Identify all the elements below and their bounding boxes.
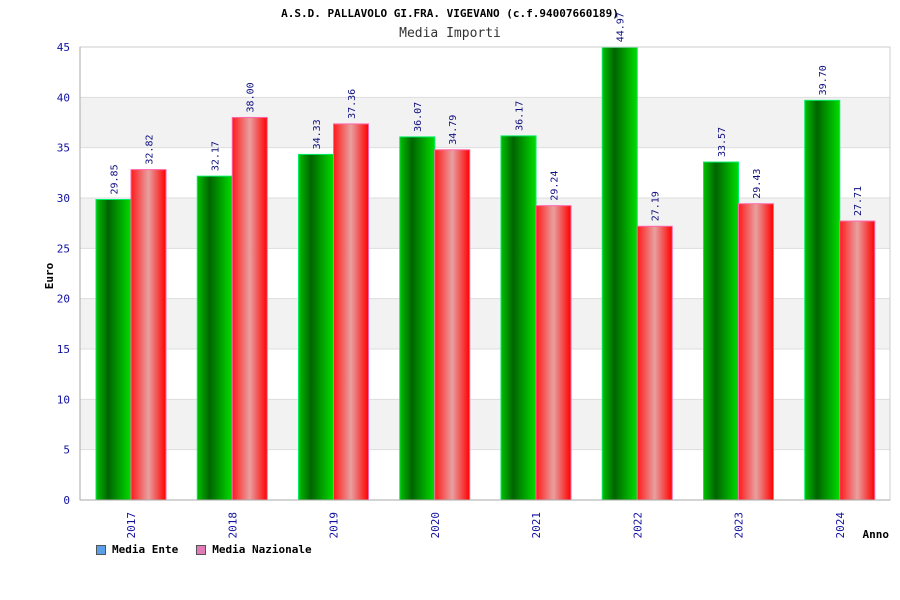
data-label: 37.36 [347,89,358,119]
legend-item-media-nazionale: Media Nazionale [196,543,312,556]
bar-media-ente-2022 [601,46,638,501]
data-label: 36.07 [413,102,424,132]
data-label: 27.19 [651,191,662,221]
y-tick-label: 40 [57,91,70,104]
data-label: 33.57 [717,127,728,157]
legend-swatch-media-ente [96,544,106,555]
chart-title: A.S.D. PALLAVOLO GI.FRA. VIGEVANO (c.f.9… [281,7,619,20]
axes: 0 5 10 15 20 25 30 35 40 45 2017 2018 2019 2020 2021 20… [57,41,891,539]
bar-media-nazionale-2018 [231,116,268,501]
bar-media-ente-2024 [804,99,841,501]
bar-media-nazionale-2022 [636,225,673,501]
x-axis-label: Anno [863,528,890,541]
y-tick-label: 20 [57,293,70,306]
y-tick-label: 30 [57,192,70,205]
data-label: 29.24 [550,171,561,201]
x-tick-label: 2019 [328,512,341,539]
grid-band [80,97,890,148]
y-tick-label: 10 [57,393,70,406]
data-label: 39.70 [818,65,829,95]
data-label: 34.33 [312,119,323,149]
chart-subtitle: Media Importi [399,26,501,41]
y-tick-label: 5 [63,444,70,457]
data-label: 29.43 [752,169,763,199]
bar-media-ente-2020 [399,136,436,501]
legend-swatch-media-nazionale [196,544,207,555]
grid-band [80,47,890,98]
bar-media-nazionale-2019 [333,123,369,501]
x-tick-label: 2022 [631,512,644,539]
bar-media-ente-2017 [95,199,132,501]
y-tick-label: 0 [63,494,70,507]
x-tick-label: 2017 [125,512,138,539]
legend-label-media-nazionale: Media Nazionale [212,543,312,556]
x-tick-label: 2024 [834,512,847,539]
data-label: 44.97 [616,12,627,42]
data-label: 32.17 [211,141,222,171]
bar-media-nazionale-2023 [738,203,774,501]
bar-media-nazionale-2017 [130,169,167,501]
bar-media-nazionale-2021 [535,205,572,501]
bar-media-ente-2021 [500,135,537,501]
x-tick-label: 2023 [733,512,746,539]
y-tick-label: 45 [57,41,70,54]
bar-media-ente-2019 [298,153,334,501]
bar-media-nazionale-2020 [434,149,471,501]
bars: 29.85 32.82 32.17 38.00 34.33 37.36 36.07 34.79… [95,12,876,501]
data-label: 36.17 [515,101,526,131]
bar-media-ente-2018 [196,175,233,501]
y-axis-label: Euro [43,262,56,289]
y-tick-label: 35 [57,142,70,155]
data-label: 34.79 [448,115,459,145]
x-tick-label: 2020 [429,512,442,539]
legend-label-media-ente: Media Ente [112,543,179,556]
data-label: 27.71 [853,186,864,216]
bar-media-ente-2023 [703,161,739,501]
x-tick-label: 2021 [530,512,543,539]
y-tick-label: 15 [57,343,70,356]
legend: Media Ente Media Nazionale [96,543,312,556]
data-label: 38.00 [246,82,257,112]
data-label: 32.82 [145,135,156,165]
x-tick-label: 2018 [226,512,239,539]
bar-media-nazionale-2024 [839,220,876,501]
y-tick-label: 25 [57,242,70,255]
legend-item-media-ente: Media Ente [96,543,178,556]
data-label: 29.85 [110,164,121,194]
